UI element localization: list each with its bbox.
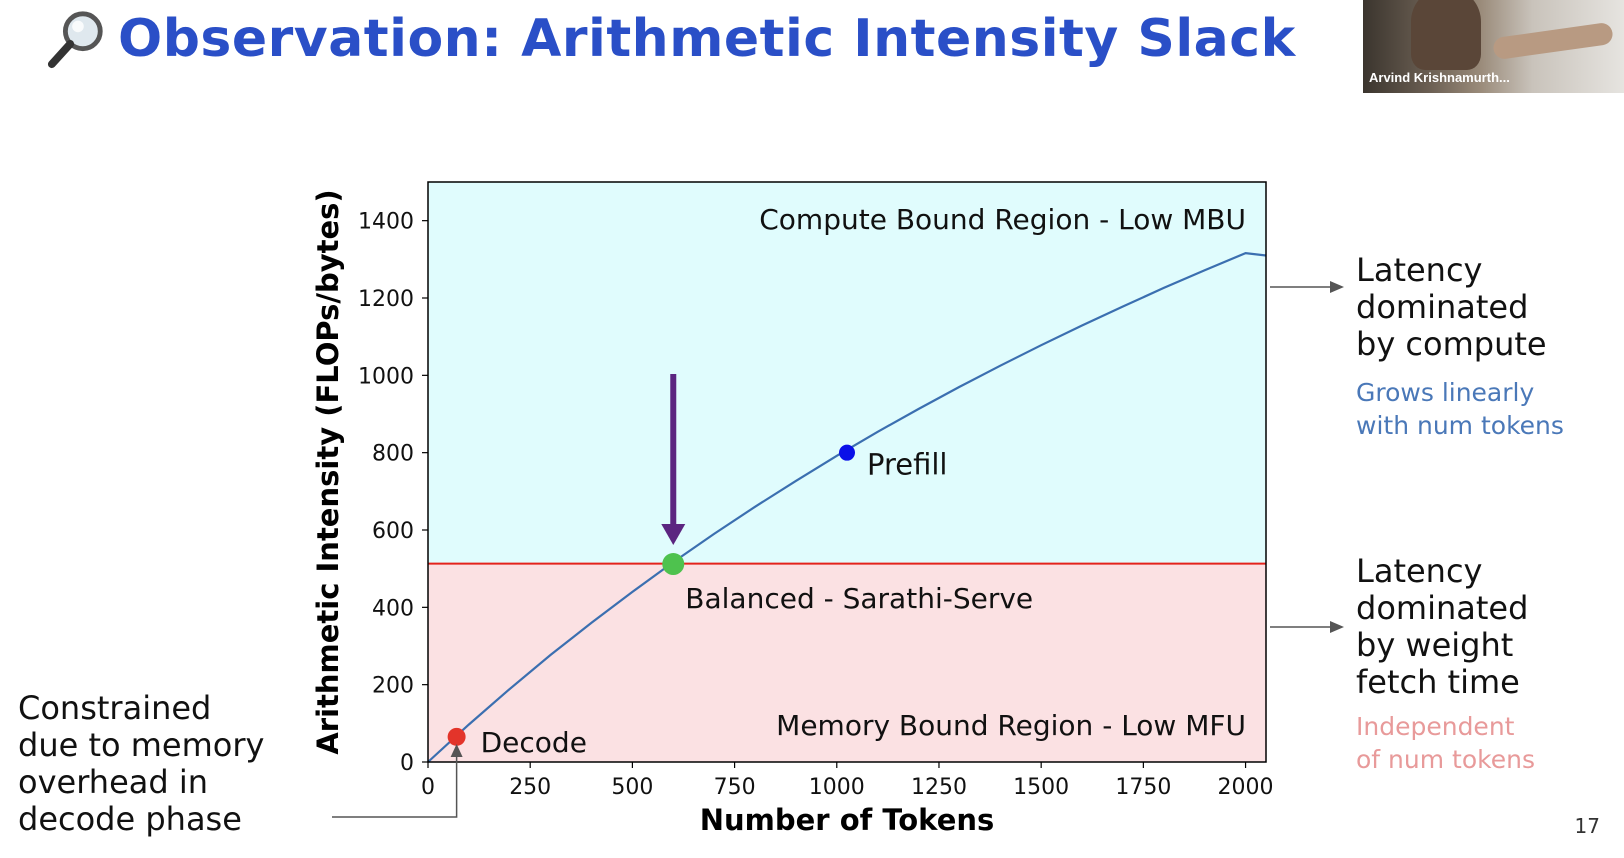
memory-sub-note: Independent of num tokens xyxy=(1356,710,1535,776)
y-tick-label: 800 xyxy=(372,442,414,467)
compute-note-line: dominated xyxy=(1356,288,1529,326)
presenter-figure xyxy=(1411,0,1481,70)
presenter-name: Arvind Krishnamurth... xyxy=(1369,70,1510,85)
decode-constraint-note: Constrained due to memory overhead in de… xyxy=(18,690,264,838)
decode-note-connector xyxy=(332,755,458,818)
y-tick-label: 600 xyxy=(372,519,414,544)
decode-note-line: decode phase xyxy=(18,800,242,838)
y-tick-label: 200 xyxy=(372,674,414,699)
decode-note-line: Constrained xyxy=(18,689,212,727)
balanced-label: Balanced - Sarathi-Serve xyxy=(685,582,1033,615)
memory-latency-note: Latency dominated by weight fetch time xyxy=(1356,553,1528,701)
compute-sub-note: Grows linearly with num tokens xyxy=(1356,376,1564,442)
prefill-label: Prefill xyxy=(867,448,948,482)
magnifying-glass-icon xyxy=(47,11,103,69)
memory-sub-line: Independent xyxy=(1356,712,1515,741)
decode-point xyxy=(447,727,466,746)
y-axis-label: Arithmetic Intensity (FLOPs/bytes) xyxy=(311,189,345,754)
compute-latency-note: Latency dominated by compute xyxy=(1356,252,1547,363)
x-tick-label: 1250 xyxy=(911,775,967,800)
plot-frame xyxy=(427,181,1267,763)
memory-sub-line: of num tokens xyxy=(1356,745,1535,774)
memory-note-line: dominated xyxy=(1356,589,1529,627)
y-tick-label: 400 xyxy=(372,596,414,621)
memory-note-line: Latency xyxy=(1356,552,1483,590)
memory-note-line: fetch time xyxy=(1356,663,1520,701)
decode-label: Decode xyxy=(481,726,587,759)
compute-note-line: Latency xyxy=(1356,251,1483,289)
decode-note-arrow-head xyxy=(450,744,463,757)
compute-sub-line: Grows linearly xyxy=(1356,378,1535,407)
y-tick-label: 1200 xyxy=(358,287,414,312)
x-tick-label: 500 xyxy=(611,775,653,800)
memory-region-label: Memory Bound Region - Low MFU xyxy=(776,709,1246,742)
slide-title: Observation: Arithmetic Intensity Slack xyxy=(118,9,1296,69)
x-axis-label: Number of Tokens xyxy=(700,803,995,837)
compute-note-arrow-head xyxy=(1330,281,1344,293)
x-tick-label: 0 xyxy=(421,775,435,800)
x-tick-label: 1000 xyxy=(809,775,865,800)
downward-arrow-head xyxy=(661,524,686,545)
compute-sub-line: with num tokens xyxy=(1356,411,1564,440)
y-tick-label: 1000 xyxy=(358,364,414,389)
memory-bound-region xyxy=(428,563,1266,762)
title-row: Observation: Arithmetic Intensity Slack xyxy=(46,4,1296,74)
memory-note-arrow-head xyxy=(1330,621,1344,633)
x-tick-label: 2000 xyxy=(1218,775,1274,800)
arithmetic-intensity-curve xyxy=(427,251,1267,763)
compute-bound-region xyxy=(428,182,1266,564)
y-tick-label: 1400 xyxy=(358,210,414,235)
x-tick-label: 750 xyxy=(714,775,756,800)
x-tick-label: 1750 xyxy=(1115,775,1171,800)
prefill-point xyxy=(839,444,855,461)
webcam-thumbnail[interactable]: Arvind Krishnamurth... xyxy=(1363,0,1624,93)
x-tick-label: 1500 xyxy=(1013,775,1069,800)
balanced-point xyxy=(662,553,685,576)
y-tick-label: 0 xyxy=(400,751,414,776)
compute-note-line: by compute xyxy=(1356,325,1547,363)
decode-note-line: overhead in xyxy=(18,763,209,801)
memory-note-line: by weight xyxy=(1356,626,1514,664)
compute-region-label: Compute Bound Region - Low MBU xyxy=(759,203,1246,236)
decode-note-line: due to memory xyxy=(18,726,265,764)
slide-number: 17 xyxy=(1574,814,1600,838)
x-tick-label: 250 xyxy=(509,775,551,800)
